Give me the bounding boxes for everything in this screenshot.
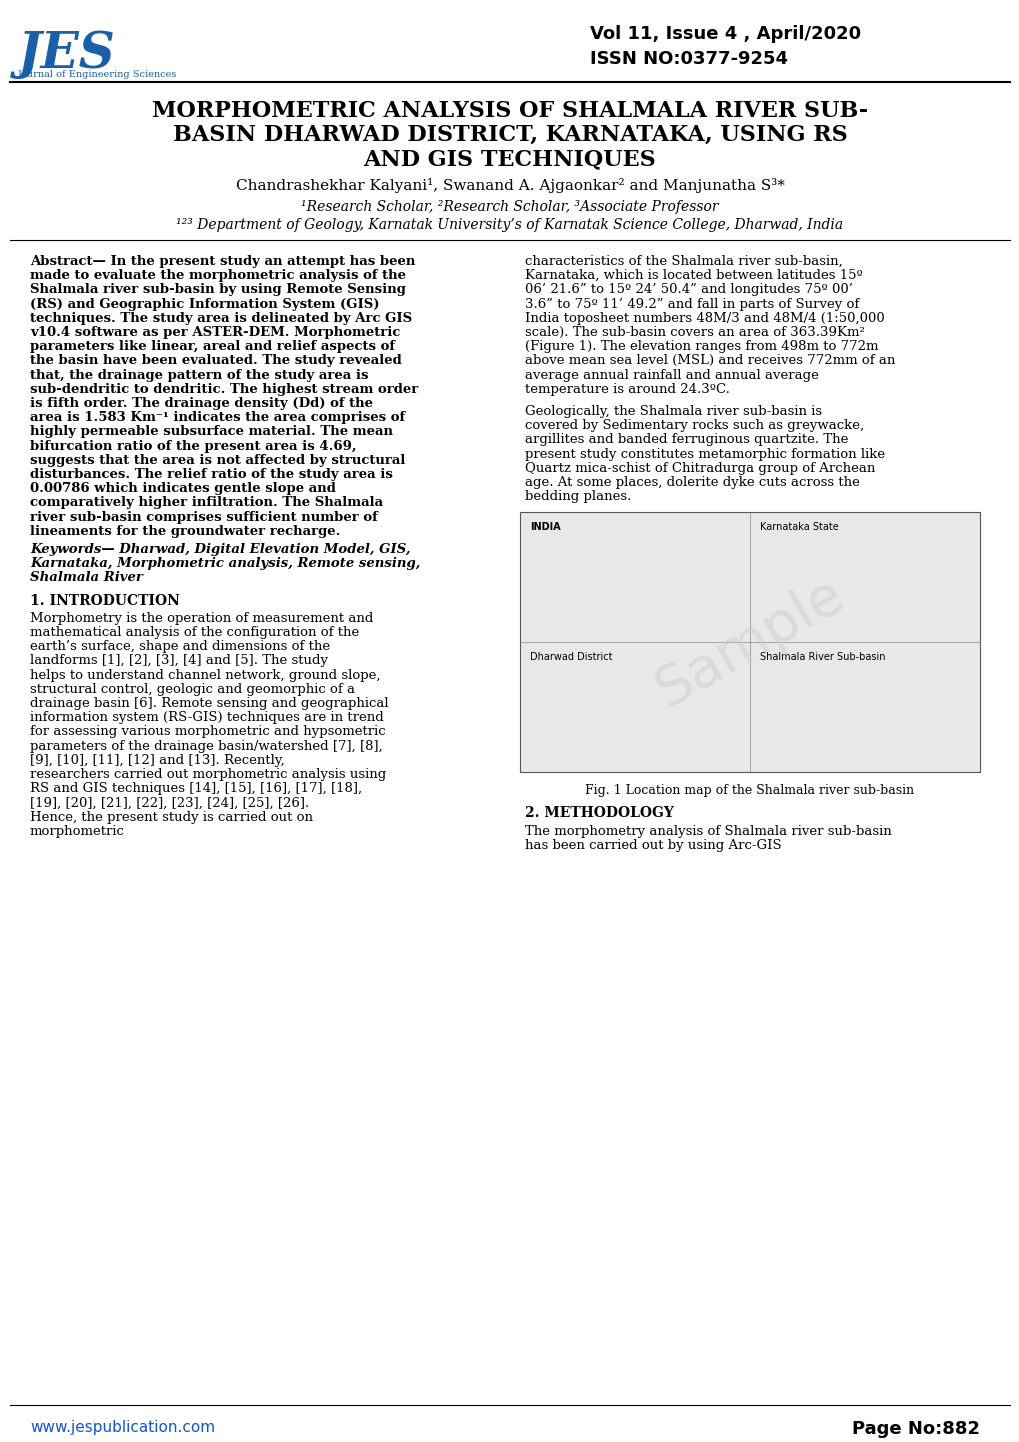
- Text: for assessing various morphometric and hypsometric: for assessing various morphometric and h…: [30, 725, 385, 738]
- Text: information system (RS-GIS) techniques are in trend: information system (RS-GIS) techniques a…: [30, 711, 383, 724]
- Text: river sub-basin comprises sufficient number of: river sub-basin comprises sufficient num…: [30, 510, 377, 523]
- Text: bifurcation ratio of the present area is 4.69,: bifurcation ratio of the present area is…: [30, 440, 357, 453]
- Text: INDIA: INDIA: [530, 522, 560, 532]
- Text: The morphometry analysis of Shalmala river sub-basin: The morphometry analysis of Shalmala riv…: [525, 825, 891, 838]
- Text: Vol 11, Issue 4 , April/2020: Vol 11, Issue 4 , April/2020: [589, 25, 860, 43]
- Text: 06’ 21.6” to 15º 24’ 50.4” and longitudes 75º 00’: 06’ 21.6” to 15º 24’ 50.4” and longitude…: [525, 284, 852, 297]
- Text: area is 1.583 Km⁻¹ indicates the area comprises of: area is 1.583 Km⁻¹ indicates the area co…: [30, 411, 405, 424]
- Text: Geologically, the Shalmala river sub-basin is: Geologically, the Shalmala river sub-bas…: [525, 405, 821, 418]
- Text: comparatively higher infiltration. The Shalmala: comparatively higher infiltration. The S…: [30, 496, 383, 509]
- Text: lineaments for the groundwater recharge.: lineaments for the groundwater recharge.: [30, 525, 340, 538]
- Text: age. At some places, dolerite dyke cuts across the: age. At some places, dolerite dyke cuts …: [525, 476, 859, 489]
- Text: mathematical analysis of the configuration of the: mathematical analysis of the configurati…: [30, 626, 359, 639]
- Text: above mean sea level (MSL) and receives 772mm of an: above mean sea level (MSL) and receives …: [525, 355, 895, 368]
- Text: scale). The sub-basin covers an area of 363.39Km²: scale). The sub-basin covers an area of …: [525, 326, 864, 339]
- Text: temperature is around 24.3ºC.: temperature is around 24.3ºC.: [525, 382, 730, 395]
- Text: average annual rainfall and annual average: average annual rainfall and annual avera…: [525, 369, 818, 382]
- Text: ¹²³ Department of Geology, Karnatak University’s of Karnatak Science College, Dh: ¹²³ Department of Geology, Karnatak Univ…: [176, 218, 843, 232]
- Text: earth’s surface, shape and dimensions of the: earth’s surface, shape and dimensions of…: [30, 640, 330, 653]
- Text: (RS) and Geographic Information System (GIS): (RS) and Geographic Information System (…: [30, 297, 379, 310]
- Text: present study constitutes metamorphic formation like: present study constitutes metamorphic fo…: [525, 447, 884, 460]
- Text: landforms [1], [2], [3], [4] and [5]. The study: landforms [1], [2], [3], [4] and [5]. Th…: [30, 655, 328, 668]
- Text: JES: JES: [18, 30, 116, 79]
- Text: parameters of the drainage basin/watershed [7], [8],: parameters of the drainage basin/watersh…: [30, 740, 382, 753]
- Text: Hence, the present study is carried out on: Hence, the present study is carried out …: [30, 810, 313, 823]
- Text: highly permeable subsurface material. The mean: highly permeable subsurface material. Th…: [30, 425, 392, 438]
- Text: the basin have been evaluated. The study revealed: the basin have been evaluated. The study…: [30, 355, 401, 368]
- Text: has been carried out by using Arc-GIS: has been carried out by using Arc-GIS: [525, 839, 781, 852]
- Text: techniques. The study area is delineated by Arc GIS: techniques. The study area is delineated…: [30, 311, 412, 324]
- Text: covered by Sedimentary rocks such as greywacke,: covered by Sedimentary rocks such as gre…: [525, 420, 863, 433]
- Text: that, the drainage pattern of the study area is: that, the drainage pattern of the study …: [30, 369, 368, 382]
- Text: v10.4 software as per ASTER-DEM. Morphometric: v10.4 software as per ASTER-DEM. Morphom…: [30, 326, 400, 339]
- Text: argillites and banded ferruginous quartzite. The: argillites and banded ferruginous quartz…: [525, 434, 848, 447]
- Text: helps to understand channel network, ground slope,: helps to understand channel network, gro…: [30, 669, 380, 682]
- Text: RS and GIS techniques [14], [15], [16], [17], [18],: RS and GIS techniques [14], [15], [16], …: [30, 782, 362, 795]
- Text: Journal of Engineering Sciences: Journal of Engineering Sciences: [18, 71, 177, 79]
- Text: suggests that the area is not affected by structural: suggests that the area is not affected b…: [30, 454, 405, 467]
- Text: Karnataka State: Karnataka State: [759, 522, 838, 532]
- Text: ¹Research Scholar, ²Research Scholar, ³Associate Professor: ¹Research Scholar, ²Research Scholar, ³A…: [301, 200, 718, 213]
- Text: Morphometry is the operation of measurement and: Morphometry is the operation of measurem…: [30, 611, 373, 624]
- Text: morphometric: morphometric: [30, 825, 124, 838]
- Text: made to evaluate the morphometric analysis of the: made to evaluate the morphometric analys…: [30, 270, 406, 283]
- Text: India toposheet numbers 48M/3 and 48M/4 (1:50,000: India toposheet numbers 48M/3 and 48M/4 …: [525, 311, 883, 324]
- Text: (Figure 1). The elevation ranges from 498m to 772m: (Figure 1). The elevation ranges from 49…: [525, 340, 877, 353]
- Text: Shalmala River Sub-basin: Shalmala River Sub-basin: [759, 652, 884, 662]
- Text: [19], [20], [21], [22], [23], [24], [25], [26].: [19], [20], [21], [22], [23], [24], [25]…: [30, 796, 309, 809]
- Text: Quartz mica-schist of Chitradurga group of Archean: Quartz mica-schist of Chitradurga group …: [525, 461, 874, 474]
- Text: Keywords— Dharwad, Digital Elevation Model, GIS,: Keywords— Dharwad, Digital Elevation Mod…: [30, 544, 410, 557]
- Text: MORPHOMETRIC ANALYSIS OF SHALMALA RIVER SUB-: MORPHOMETRIC ANALYSIS OF SHALMALA RIVER …: [152, 99, 867, 123]
- Text: 3.6” to 75º 11’ 49.2” and fall in parts of Survey of: 3.6” to 75º 11’ 49.2” and fall in parts …: [525, 297, 858, 310]
- Text: Karnataka, Morphometric analysis, Remote sensing,: Karnataka, Morphometric analysis, Remote…: [30, 557, 420, 570]
- Text: researchers carried out morphometric analysis using: researchers carried out morphometric ana…: [30, 769, 386, 782]
- Text: www.jespublication.com: www.jespublication.com: [30, 1420, 215, 1435]
- Text: Fig. 1 Location map of the Shalmala river sub-basin: Fig. 1 Location map of the Shalmala rive…: [585, 784, 914, 797]
- Text: 0.00786 which indicates gentle slope and: 0.00786 which indicates gentle slope and: [30, 482, 335, 495]
- Text: bedding planes.: bedding planes.: [525, 490, 631, 503]
- Text: Abstract— In the present study an attempt has been: Abstract— In the present study an attemp…: [30, 255, 415, 268]
- Text: Shalmala river sub-basin by using Remote Sensing: Shalmala river sub-basin by using Remote…: [30, 284, 406, 297]
- Text: Karnataka, which is located between latitudes 15º: Karnataka, which is located between lati…: [525, 270, 862, 283]
- Text: disturbances. The relief ratio of the study area is: disturbances. The relief ratio of the st…: [30, 469, 392, 482]
- Text: Page No:882: Page No:882: [851, 1420, 979, 1438]
- Text: Sample: Sample: [646, 567, 853, 718]
- Text: BASIN DHARWAD DISTRICT, KARNATAKA, USING RS: BASIN DHARWAD DISTRICT, KARNATAKA, USING…: [172, 124, 847, 146]
- Text: 2. METHODOLOGY: 2. METHODOLOGY: [525, 806, 674, 820]
- Text: is fifth order. The drainage density (Dd) of the: is fifth order. The drainage density (Dd…: [30, 397, 373, 410]
- Text: Chandrashekhar Kalyani¹, Swanand A. Ajgaonkar² and Manjunatha S³*: Chandrashekhar Kalyani¹, Swanand A. Ajga…: [235, 177, 784, 193]
- Text: AND GIS TECHNIQUES: AND GIS TECHNIQUES: [363, 149, 656, 170]
- Text: sub-dendritic to dendritic. The highest stream order: sub-dendritic to dendritic. The highest …: [30, 382, 418, 395]
- Text: ISSN NO:0377-9254: ISSN NO:0377-9254: [589, 50, 788, 68]
- Text: [9], [10], [11], [12] and [13]. Recently,: [9], [10], [11], [12] and [13]. Recently…: [30, 754, 284, 767]
- Text: Shalmala River: Shalmala River: [30, 571, 143, 584]
- Text: 1. INTRODUCTION: 1. INTRODUCTION: [30, 594, 179, 607]
- Text: Dharwad District: Dharwad District: [530, 652, 611, 662]
- Bar: [520, 512, 979, 773]
- Text: drainage basin [6]. Remote sensing and geographical: drainage basin [6]. Remote sensing and g…: [30, 696, 388, 709]
- Text: parameters like linear, areal and relief aspects of: parameters like linear, areal and relief…: [30, 340, 394, 353]
- Text: characteristics of the Shalmala river sub-basin,: characteristics of the Shalmala river su…: [525, 255, 842, 268]
- Text: structural control, geologic and geomorphic of a: structural control, geologic and geomorp…: [30, 684, 355, 696]
